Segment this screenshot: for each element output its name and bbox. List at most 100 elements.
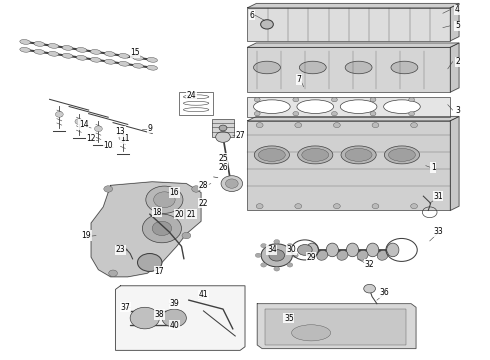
Circle shape	[370, 98, 376, 102]
Circle shape	[219, 125, 227, 131]
Polygon shape	[247, 4, 459, 8]
Circle shape	[295, 204, 302, 209]
Circle shape	[331, 98, 337, 102]
Ellipse shape	[377, 250, 388, 260]
Text: 3: 3	[455, 105, 460, 114]
Ellipse shape	[341, 146, 376, 164]
Ellipse shape	[253, 100, 290, 113]
Text: 22: 22	[199, 199, 208, 208]
Polygon shape	[450, 117, 459, 211]
Ellipse shape	[357, 250, 368, 260]
Ellipse shape	[133, 55, 144, 60]
Circle shape	[293, 253, 298, 257]
Circle shape	[333, 204, 340, 209]
Circle shape	[119, 135, 127, 140]
Circle shape	[274, 267, 280, 271]
Ellipse shape	[326, 243, 339, 257]
Text: 21: 21	[187, 210, 196, 219]
Circle shape	[297, 244, 312, 255]
Ellipse shape	[147, 66, 157, 70]
Circle shape	[152, 221, 171, 235]
Text: 2: 2	[455, 57, 460, 66]
Text: 1: 1	[431, 163, 436, 172]
Ellipse shape	[62, 53, 73, 58]
Circle shape	[293, 98, 299, 102]
Ellipse shape	[147, 58, 157, 62]
Ellipse shape	[254, 146, 290, 164]
Ellipse shape	[345, 148, 372, 161]
Ellipse shape	[387, 243, 399, 257]
Circle shape	[261, 244, 293, 267]
Polygon shape	[257, 304, 416, 348]
Circle shape	[254, 98, 260, 102]
Text: 33: 33	[433, 228, 443, 237]
Circle shape	[261, 20, 273, 29]
Text: 13: 13	[116, 127, 125, 136]
Text: 18: 18	[152, 208, 162, 217]
Ellipse shape	[391, 61, 418, 74]
Ellipse shape	[62, 45, 73, 50]
Ellipse shape	[133, 63, 144, 68]
Circle shape	[411, 123, 417, 128]
Ellipse shape	[345, 61, 372, 74]
Ellipse shape	[317, 250, 328, 260]
Text: 17: 17	[155, 267, 164, 276]
Text: 26: 26	[218, 163, 228, 172]
Bar	[265, 309, 406, 345]
Circle shape	[75, 119, 83, 125]
Ellipse shape	[48, 51, 59, 56]
Circle shape	[255, 253, 261, 257]
Ellipse shape	[48, 44, 59, 48]
Ellipse shape	[119, 54, 129, 58]
Circle shape	[269, 249, 285, 261]
Ellipse shape	[384, 100, 420, 113]
Bar	[212, 119, 234, 137]
Circle shape	[409, 112, 415, 116]
Ellipse shape	[119, 61, 129, 66]
Polygon shape	[247, 117, 459, 121]
Circle shape	[370, 112, 376, 116]
Circle shape	[372, 204, 379, 209]
Ellipse shape	[34, 49, 45, 54]
Circle shape	[182, 232, 191, 239]
Text: 28: 28	[199, 181, 208, 190]
Circle shape	[221, 176, 243, 192]
Ellipse shape	[34, 41, 45, 46]
Circle shape	[146, 186, 183, 213]
Ellipse shape	[20, 48, 30, 52]
Circle shape	[256, 204, 263, 209]
Polygon shape	[116, 286, 245, 350]
Ellipse shape	[76, 55, 87, 60]
Ellipse shape	[104, 59, 115, 64]
Text: 25: 25	[218, 154, 228, 163]
Ellipse shape	[104, 51, 115, 56]
Circle shape	[333, 123, 340, 128]
Ellipse shape	[302, 148, 329, 161]
Text: 19: 19	[81, 231, 91, 240]
Circle shape	[372, 123, 379, 128]
Polygon shape	[450, 43, 459, 92]
Text: 16: 16	[170, 188, 179, 197]
Ellipse shape	[258, 148, 285, 161]
Circle shape	[293, 112, 299, 116]
Polygon shape	[450, 4, 459, 41]
Circle shape	[130, 307, 159, 329]
Circle shape	[274, 239, 280, 244]
Ellipse shape	[76, 48, 87, 52]
Text: 15: 15	[130, 48, 140, 57]
Ellipse shape	[340, 100, 377, 113]
Text: 12: 12	[86, 134, 96, 143]
Bar	[247, 121, 450, 211]
Text: 14: 14	[79, 120, 89, 129]
Text: 40: 40	[169, 321, 179, 330]
Ellipse shape	[90, 49, 101, 54]
Text: 10: 10	[103, 141, 113, 150]
Ellipse shape	[367, 243, 379, 257]
Text: 5: 5	[455, 21, 460, 30]
Ellipse shape	[389, 148, 416, 161]
Polygon shape	[247, 43, 459, 47]
Ellipse shape	[346, 243, 359, 257]
Circle shape	[287, 263, 293, 267]
Circle shape	[104, 186, 113, 192]
Ellipse shape	[306, 243, 318, 257]
